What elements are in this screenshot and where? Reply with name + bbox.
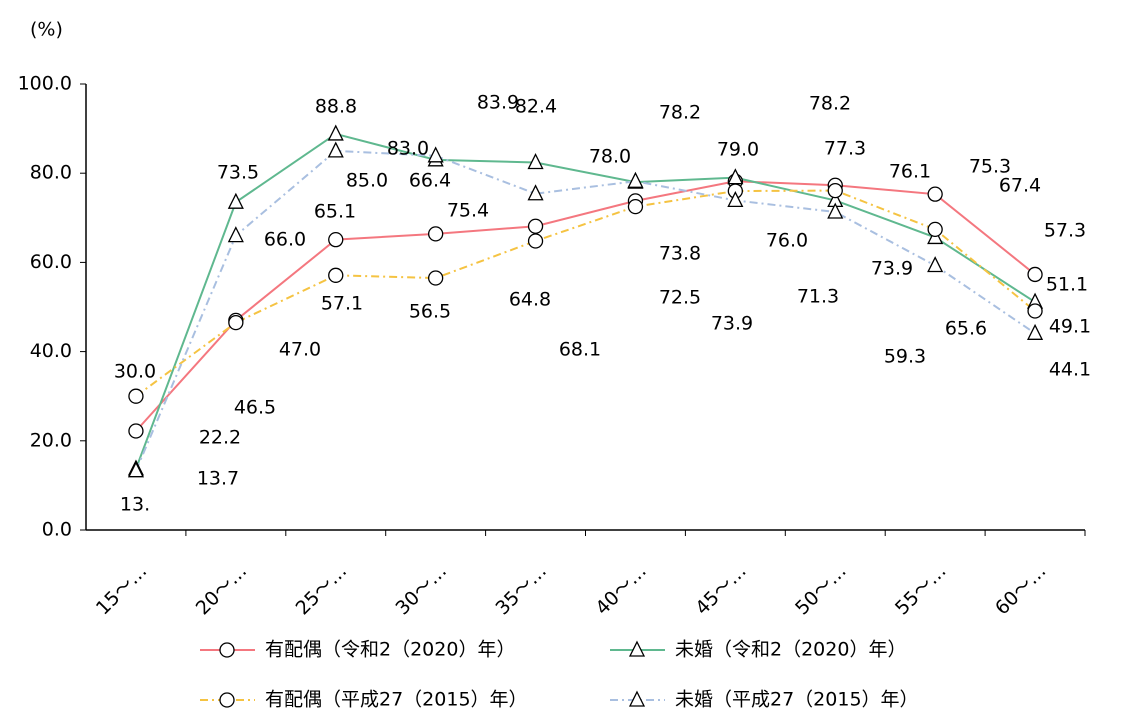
data-label: 64.8	[509, 289, 551, 311]
data-label: 57.1	[321, 293, 363, 315]
data-label: 78.2	[809, 93, 851, 115]
x-tick-label: 45～…	[691, 560, 751, 620]
data-label: 65.1	[314, 201, 356, 223]
data-point	[427, 226, 444, 242]
data-point	[1026, 323, 1044, 340]
data-label: 75.3	[969, 156, 1011, 178]
legend-label: 有配偶（令和2（2020）年）	[265, 639, 515, 661]
data-label: 66.0	[264, 229, 306, 251]
data-point	[927, 256, 944, 273]
data-label: 76.1	[889, 161, 931, 183]
data-point	[227, 226, 244, 243]
data-label: 66.4	[409, 170, 451, 192]
data-point	[827, 182, 843, 199]
x-tick-label: 55～…	[891, 560, 951, 620]
data-label: 68.1	[559, 339, 601, 361]
x-tick-label: 60～…	[991, 560, 1051, 620]
data-label: 85.0	[346, 170, 388, 192]
legend-marker	[628, 640, 646, 657]
data-point	[327, 124, 344, 141]
data-point	[627, 198, 644, 215]
data-point	[527, 233, 544, 249]
data-label: 57.3	[1044, 220, 1086, 242]
data-label: 51.1	[1046, 274, 1088, 296]
y-tick-label: 100.0	[18, 73, 72, 95]
data-point	[327, 141, 344, 158]
x-tick-label: 15～…	[92, 560, 152, 620]
data-label: 47.0	[279, 339, 321, 361]
data-label: 73.9	[871, 258, 913, 280]
data-point	[328, 267, 344, 283]
series-line	[135, 180, 1036, 432]
data-label: 78.0	[589, 146, 631, 168]
data-label: 79.0	[717, 139, 759, 161]
data-point	[228, 314, 244, 331]
y-tick-label: 0.0	[42, 519, 72, 541]
x-tick-label: 35～…	[491, 560, 551, 620]
data-label: 83.9	[477, 92, 519, 114]
data-label: 72.5	[659, 287, 701, 309]
data-label: 46.5	[234, 397, 276, 419]
legend-label: 未婚（平成27（2015）年）	[675, 689, 919, 711]
data-label: 75.4	[447, 200, 489, 222]
legend-label: 有配偶（平成27（2015）年）	[265, 689, 528, 711]
data-point	[1027, 266, 1043, 283]
data-label: 82.4	[515, 96, 557, 118]
data-label: 73.9	[711, 313, 753, 335]
data-label: 73.5	[217, 162, 259, 184]
x-tick-label: 25～…	[292, 560, 352, 620]
y-tick-label: 60.0	[30, 251, 72, 273]
data-label: 22.2	[199, 427, 241, 449]
series-line	[135, 132, 1036, 470]
data-label: 77.3	[824, 138, 866, 160]
data-label: 83.0	[387, 138, 429, 160]
y-tick-label: 20.0	[30, 429, 72, 451]
y-tick-label: 80.0	[30, 162, 72, 184]
data-label: 13.7	[197, 468, 239, 490]
data-point	[927, 186, 943, 202]
data-point	[328, 232, 344, 248]
data-point	[527, 184, 544, 201]
data-point	[527, 153, 544, 170]
series-line	[135, 149, 1036, 472]
data-label: 67.4	[999, 175, 1041, 197]
data-point	[227, 192, 244, 209]
data-label: 49.1	[1049, 316, 1091, 338]
data-point	[1027, 303, 1043, 319]
data-label: 65.6	[945, 318, 987, 340]
y-axis-unit: (%)	[30, 19, 63, 41]
data-point	[427, 146, 444, 163]
data-point	[128, 388, 144, 404]
series-line	[135, 189, 1036, 398]
data-label: 73.8	[659, 243, 701, 265]
data-label: 71.3	[797, 286, 839, 308]
legend-marker	[219, 692, 235, 708]
y-tick-label: 40.0	[30, 340, 72, 362]
data-point	[927, 221, 943, 238]
data-label: 78.2	[659, 102, 701, 124]
data-point	[727, 190, 744, 208]
legend-label: 未婚（令和2（2020）年）	[675, 639, 906, 661]
data-label: 13.	[120, 494, 150, 516]
data-point	[527, 218, 544, 234]
data-point	[127, 461, 145, 478]
data-label: 76.0	[766, 230, 808, 252]
data-point	[827, 202, 844, 219]
data-point	[627, 171, 644, 188]
x-tick-label: 20～…	[192, 560, 252, 620]
data-label: 56.5	[409, 301, 451, 323]
data-label: 88.8	[315, 96, 357, 118]
data-label: 44.1	[1049, 359, 1091, 381]
x-tick-label: 40～…	[591, 560, 651, 620]
data-label: 59.3	[884, 346, 926, 368]
legend-marker	[219, 642, 235, 658]
x-tick-label: 50～…	[791, 560, 851, 620]
x-tick-label: 30～…	[392, 560, 452, 620]
data-point	[427, 270, 444, 286]
data-point	[128, 423, 144, 439]
data-label: 30.0	[114, 361, 156, 383]
legend-marker	[628, 690, 646, 707]
